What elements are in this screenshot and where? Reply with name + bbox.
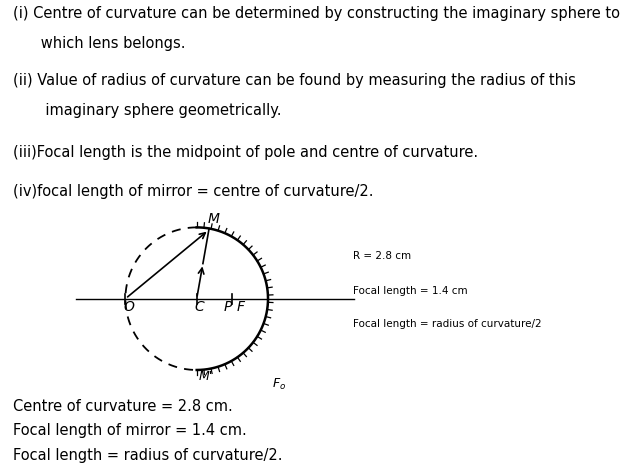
Text: Focal length = radius of curvature/2: Focal length = radius of curvature/2 bbox=[353, 319, 541, 329]
Text: M: M bbox=[208, 213, 220, 226]
Text: Focal length = radius of curvature/2.: Focal length = radius of curvature/2. bbox=[13, 447, 282, 463]
Text: C: C bbox=[194, 300, 204, 314]
Text: R = 2.8 cm: R = 2.8 cm bbox=[353, 251, 411, 261]
Text: (i) Centre of curvature can be determined by constructing the imaginary sphere t: (i) Centre of curvature can be determine… bbox=[13, 7, 620, 21]
Text: Focal length = 1.4 cm: Focal length = 1.4 cm bbox=[353, 286, 467, 296]
Text: imaginary sphere geometrically.: imaginary sphere geometrically. bbox=[13, 103, 281, 118]
Text: P: P bbox=[223, 300, 232, 314]
Text: Centre of curvature = 2.8 cm.: Centre of curvature = 2.8 cm. bbox=[13, 399, 232, 414]
Text: (ii) Value of radius of curvature can be found by measuring the radius of this: (ii) Value of radius of curvature can be… bbox=[13, 73, 575, 88]
Text: Focal length of mirror = 1.4 cm.: Focal length of mirror = 1.4 cm. bbox=[13, 423, 246, 438]
Text: F: F bbox=[237, 300, 245, 314]
Text: O: O bbox=[124, 300, 134, 314]
Text: (iii)Focal length is the midpoint of pole and centre of curvature.: (iii)Focal length is the midpoint of pol… bbox=[13, 146, 478, 160]
Text: (iv)focal length of mirror = centre of curvature/2.: (iv)focal length of mirror = centre of c… bbox=[13, 184, 373, 199]
Text: which lens belongs.: which lens belongs. bbox=[13, 36, 185, 51]
Text: M': M' bbox=[199, 370, 213, 383]
Text: $F_o$: $F_o$ bbox=[271, 377, 286, 392]
